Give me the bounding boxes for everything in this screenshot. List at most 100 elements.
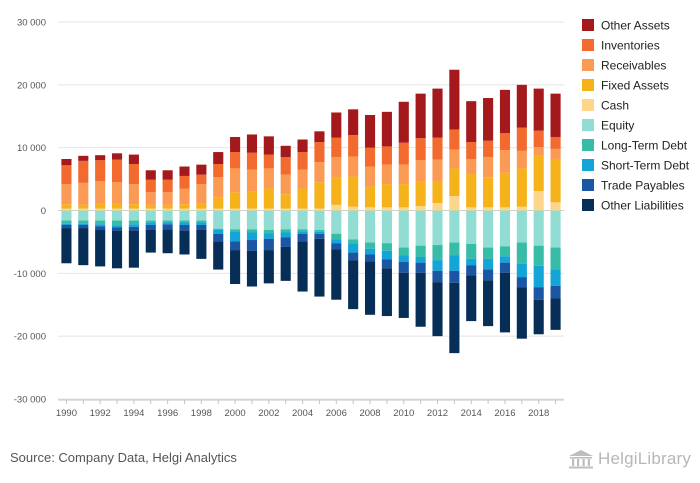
bar-fixed-assets-2018 (533, 155, 544, 192)
bar-other-liabilities-2001 (246, 250, 258, 287)
bar-inventories-2001 (246, 152, 258, 170)
bar-receivables-2013 (449, 149, 460, 169)
y-tick-label: 20 000 (17, 80, 46, 91)
bar-inventories-2012 (432, 137, 443, 160)
bar-trade-payables-1999 (213, 233, 224, 242)
bar-long-term-debt-2001 (246, 229, 258, 233)
bar-long-term-debt-2010 (398, 247, 409, 256)
bar-equity-2012 (432, 210, 443, 246)
bar-other-liabilities-1998 (196, 229, 207, 259)
bar-inventories-2002 (263, 154, 274, 169)
bar-fixed-assets-1990 (61, 204, 72, 209)
bar-short-term-debt-1997 (179, 222, 190, 225)
bar-receivables-2011 (415, 160, 426, 182)
bar-other-liabilities-2009 (381, 268, 392, 317)
bar-other-assets-2000 (230, 136, 241, 153)
bar-long-term-debt-2006 (331, 233, 342, 240)
bar-cash-2003 (280, 208, 291, 211)
bar-equity-2002 (263, 210, 274, 230)
bar-receivables-2006 (331, 157, 342, 178)
x-tick-label: 2002 (258, 408, 279, 419)
bar-receivables-2007 (348, 156, 359, 177)
bar-receivables-2001 (246, 169, 258, 192)
bar-inventories-1990 (61, 165, 72, 185)
bar-other-liabilities-2018 (533, 299, 544, 335)
bar-cash-2015 (483, 207, 494, 211)
bar-other-assets-2006 (331, 112, 342, 138)
bar-short-term-debt-2018 (533, 265, 544, 288)
bar-cash-1995 (145, 208, 156, 211)
bar-cash-2016 (499, 207, 511, 211)
bar-equity-2008 (364, 210, 376, 243)
bar-inventories-2000 (230, 152, 241, 169)
bar-short-term-debt-1993 (111, 225, 123, 228)
bar-other-liabilities-1999 (213, 241, 224, 270)
bar-inventories-2015 (483, 140, 494, 158)
bar-fixed-assets-1994 (128, 204, 139, 209)
bar-other-assets-2005 (314, 131, 325, 143)
bar-long-term-debt-2016 (499, 246, 511, 257)
bar-fixed-assets-2004 (297, 188, 308, 209)
bar-cash-2009 (381, 207, 392, 211)
legend-label-long-term-debt: Long-Term Debt (601, 139, 688, 153)
bar-equity-1996 (162, 210, 173, 221)
bar-equity-2000 (230, 210, 241, 230)
bar-trade-payables-1990 (61, 224, 72, 229)
bar-short-term-debt-2010 (398, 255, 409, 263)
bar-trade-payables-1991 (78, 224, 89, 229)
bar-short-term-debt-2011 (415, 256, 426, 263)
bar-trade-payables-2007 (348, 252, 359, 261)
bar-other-assets-2015 (483, 98, 494, 141)
bar-fixed-assets-2003 (280, 194, 291, 209)
x-tick-label: 2008 (359, 408, 380, 419)
bar-equity-2019 (550, 210, 561, 248)
bar-other-assets-1999 (213, 152, 224, 165)
legend-swatch-receivables (582, 59, 594, 71)
bar-long-term-debt-2003 (280, 229, 291, 233)
bar-other-liabilities-1991 (78, 228, 89, 266)
bar-fixed-assets-2008 (364, 186, 376, 208)
bar-long-term-debt-2007 (348, 239, 359, 244)
bar-fixed-assets-2006 (331, 177, 342, 205)
legend-swatch-cash (582, 99, 594, 111)
bar-receivables-1994 (128, 184, 139, 205)
bar-other-liabilities-2003 (280, 246, 291, 281)
bar-receivables-2015 (483, 157, 494, 178)
bar-equity-1997 (179, 210, 190, 221)
legend-swatch-short-term-debt (582, 159, 594, 171)
bar-short-term-debt-1996 (162, 222, 173, 225)
bar-inventories-2003 (280, 157, 291, 175)
bar-cash-1997 (179, 208, 190, 211)
y-tick-label: -10 000 (14, 269, 46, 280)
bar-long-term-debt-2013 (449, 242, 460, 256)
bar-trade-payables-1992 (95, 226, 106, 230)
bar-inventories-2010 (398, 142, 409, 165)
bar-other-assets-2003 (280, 145, 291, 158)
bar-trade-payables-2006 (331, 243, 342, 250)
bar-other-assets-1993 (111, 153, 123, 160)
bar-fixed-assets-2001 (246, 191, 258, 209)
x-tick-label: 2004 (292, 408, 313, 419)
bar-short-term-debt-1990 (61, 223, 72, 225)
bar-receivables-2010 (398, 164, 409, 185)
legend-label-receivables: Receivables (601, 59, 666, 73)
bar-fixed-assets-2012 (432, 180, 443, 203)
bar-other-assets-2011 (415, 93, 426, 139)
bar-receivables-2012 (432, 159, 443, 181)
bar-receivables-2016 (499, 150, 511, 173)
x-tick-label: 1996 (157, 408, 178, 419)
bar-other-assets-1990 (61, 158, 72, 166)
bar-other-assets-1996 (162, 170, 173, 180)
legend-swatch-other-assets (582, 19, 594, 31)
bar-fixed-assets-1997 (179, 204, 190, 209)
brand-logo: HelgiLibrary (568, 449, 691, 469)
bar-short-term-debt-2002 (263, 233, 274, 239)
bar-short-term-debt-2019 (550, 269, 561, 286)
bar-long-term-debt-2004 (297, 229, 308, 232)
bar-inventories-2006 (331, 137, 342, 158)
bar-other-assets-2016 (499, 89, 511, 134)
bar-inventories-2009 (381, 146, 392, 165)
bar-inventories-2017 (516, 127, 527, 151)
bar-trade-payables-2012 (432, 270, 443, 283)
